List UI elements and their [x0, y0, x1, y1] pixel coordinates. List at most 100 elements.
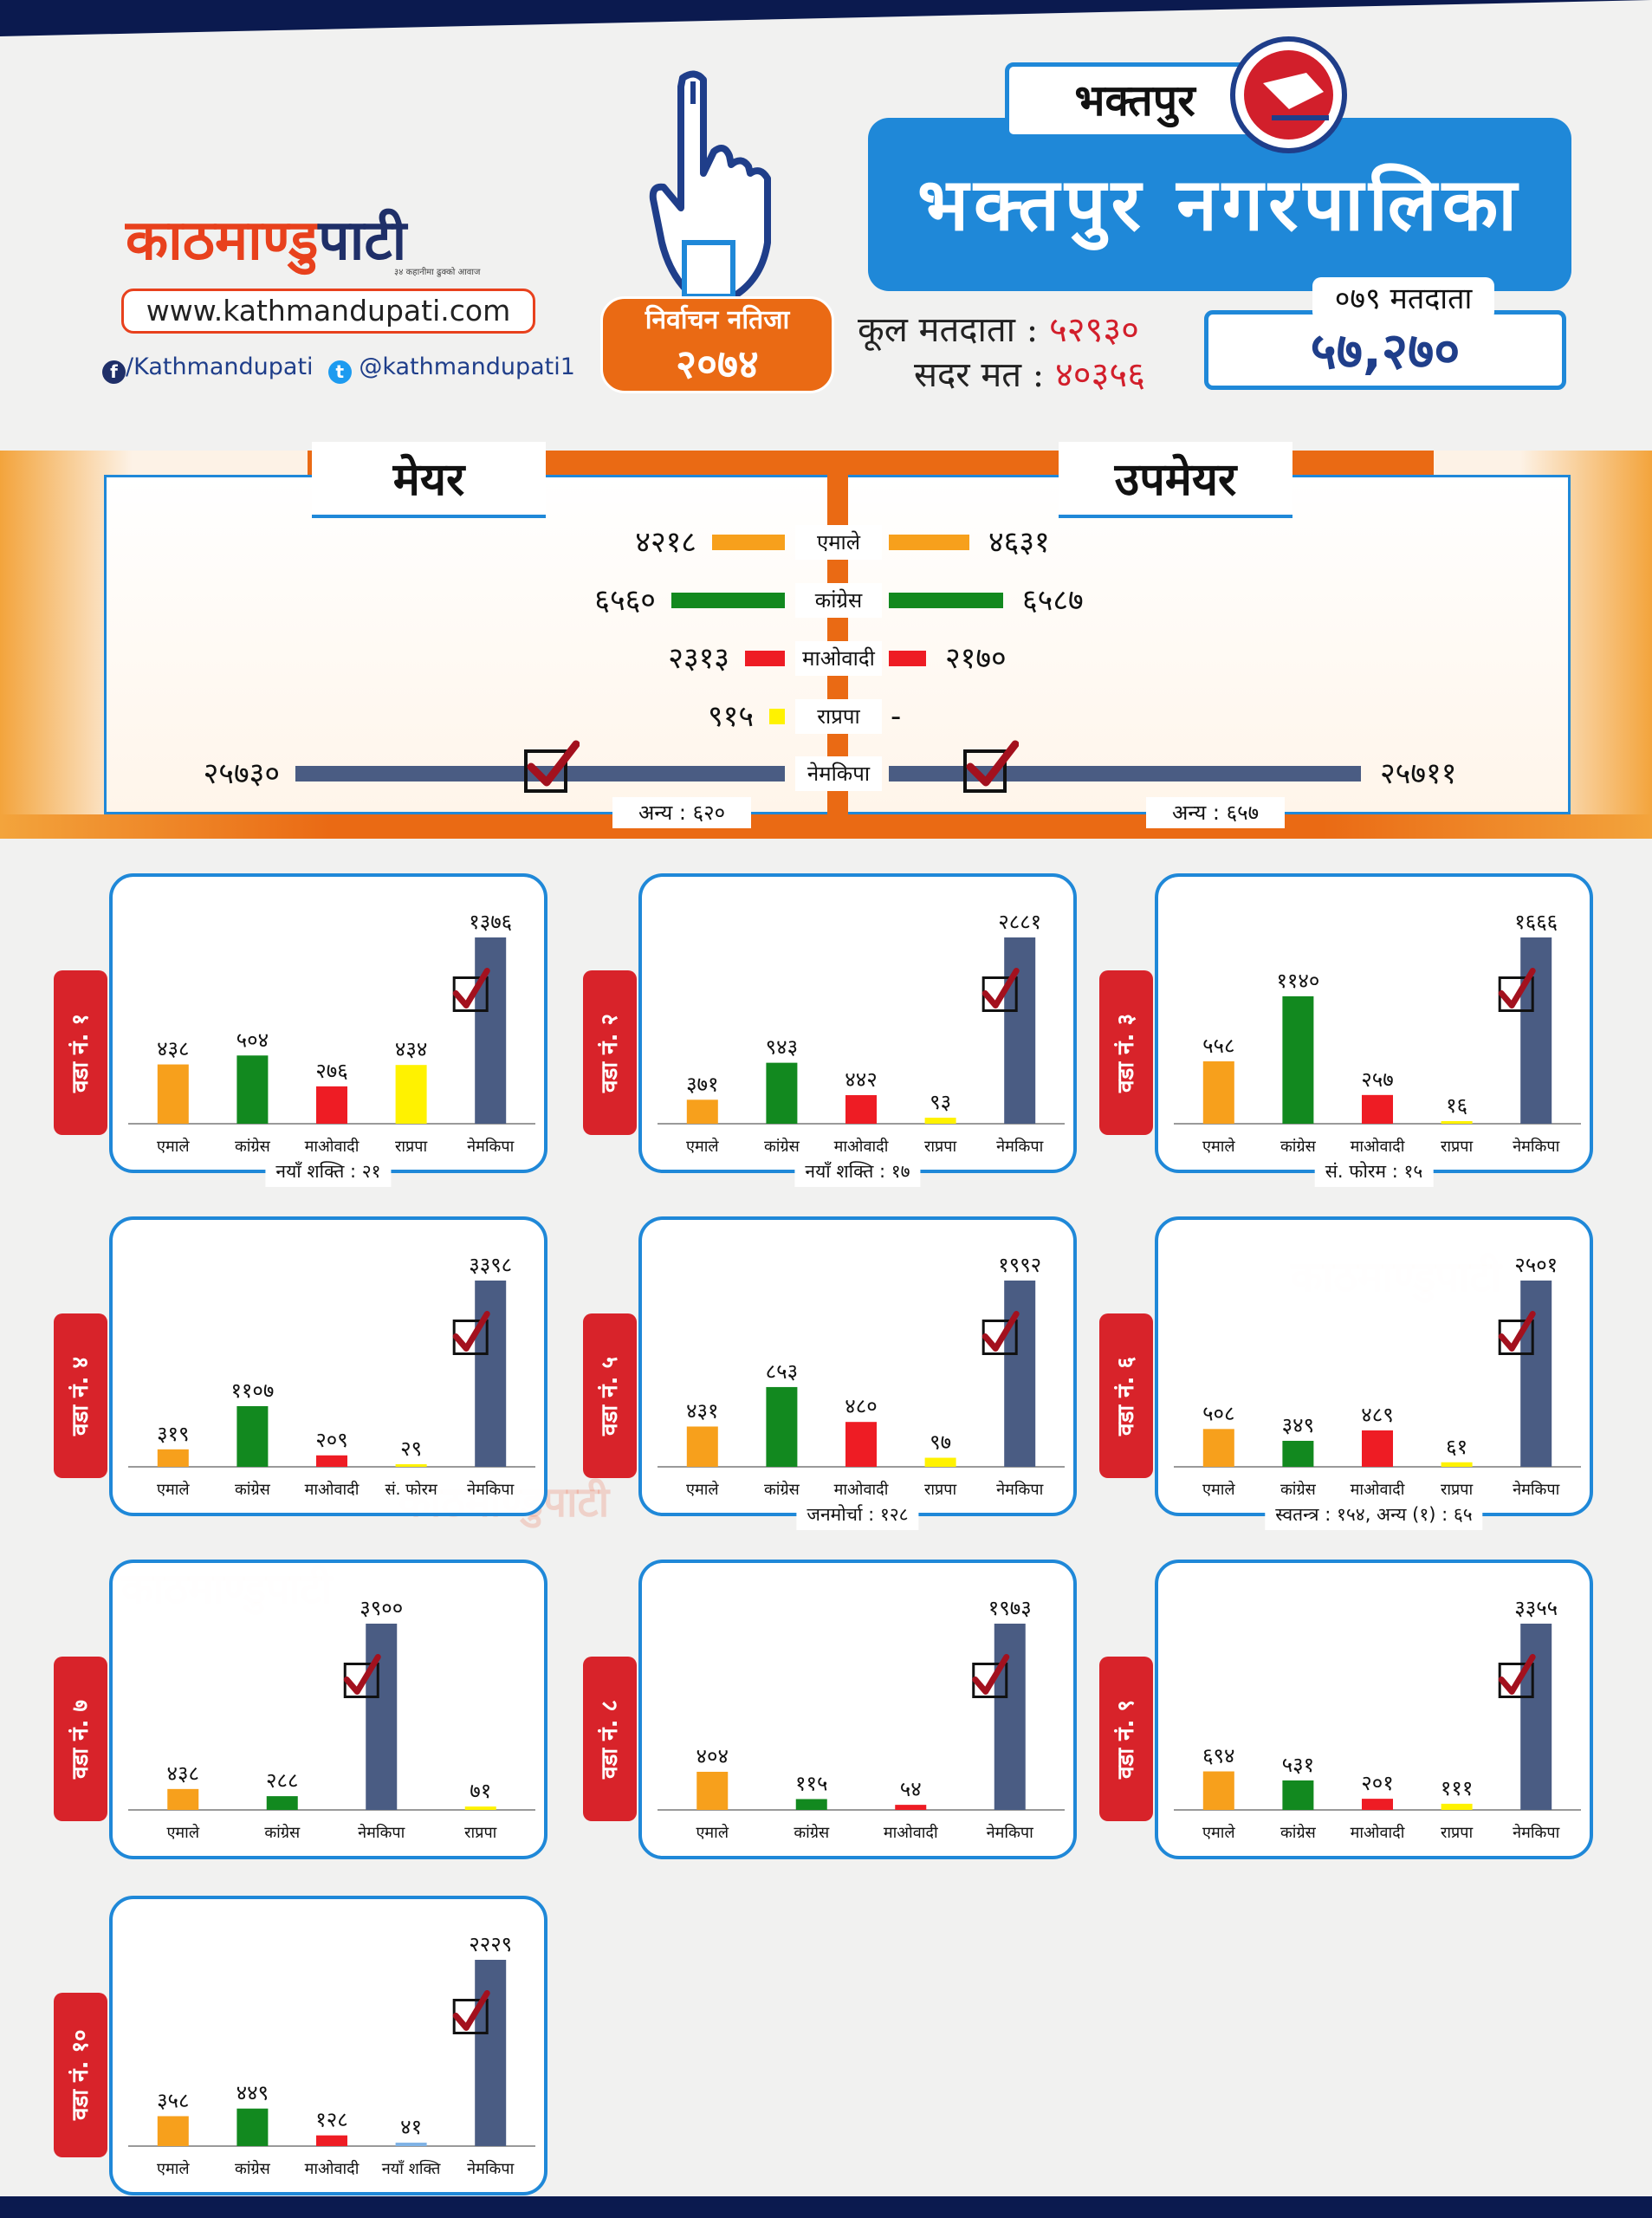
twitter-handle[interactable]: @kathmandupati1: [359, 353, 575, 380]
bar: [316, 2135, 347, 2146]
category-label: राप्रपा: [464, 1824, 496, 1842]
ward-number-tag: वडा नं. १०: [54, 1993, 107, 2157]
category-label: नेमकिपा: [1513, 1137, 1559, 1156]
category-label: एमाले: [1202, 1480, 1235, 1499]
data-label: ९४३: [766, 1035, 798, 1060]
data-label: ४८९: [1361, 1403, 1393, 1427]
bar: [475, 1960, 507, 2146]
facebook-icon[interactable]: f: [102, 360, 126, 384]
bar: [1520, 937, 1552, 1124]
data-label: ४३४: [395, 1037, 427, 1061]
bar: [1202, 1060, 1234, 1124]
data-label: १९७३: [988, 1596, 1032, 1620]
winner-check-icon: [524, 740, 580, 793]
mayor-vote-count: २३१३: [668, 641, 729, 676]
summary-bottom-rule: [0, 814, 1652, 839]
winner-check-icon: [1498, 1654, 1536, 1698]
mayor-vote-count: २५७३०: [203, 756, 280, 791]
data-label: १९९२: [998, 1253, 1041, 1277]
data-label: १२८: [315, 2108, 347, 2132]
bar: [924, 1457, 956, 1467]
mayor-vote-count: ६५६०: [594, 583, 656, 618]
ward-chart-card: ५५८ एमाले ११४० कांग्रेस २५७ माओवादी १६ राप्रपा १…: [1155, 873, 1593, 1173]
voters-079-label: ०७९ मतदाता: [1312, 277, 1494, 321]
mayor-bar: [712, 535, 785, 550]
result-year: २०७४: [676, 340, 759, 387]
total-voters: कूल मतदाता : ५२९३०: [858, 310, 1139, 350]
category-label: एमाले: [157, 1480, 190, 1499]
category-label: माओवादी: [1351, 1823, 1405, 1842]
category-label: नयाँ शक्ति: [382, 2159, 441, 2178]
bar: [686, 1426, 718, 1467]
bar: [316, 1086, 347, 1124]
bar: [157, 1449, 189, 1467]
category-label: माओवादी: [1351, 1137, 1405, 1156]
bar: [1441, 1803, 1473, 1810]
facebook-handle[interactable]: /Kathmandupati: [126, 353, 314, 380]
data-label: ४१: [400, 2115, 422, 2139]
category-label: कांग्रेस: [1280, 1137, 1317, 1156]
data-label: ३१९: [157, 1422, 189, 1446]
category-label: एमाले: [686, 1137, 719, 1156]
category-label: कांग्रेस: [235, 1137, 271, 1156]
data-label: ३९००: [360, 1596, 403, 1620]
bar: [1520, 1624, 1552, 1810]
category-label: कांग्रेस: [1280, 1480, 1317, 1499]
data-label: ५५८: [1202, 1034, 1234, 1058]
mayor-bar: [769, 709, 785, 724]
bar: [1004, 1281, 1036, 1467]
winner-check-icon: [1498, 968, 1536, 1012]
category-label: माओवादी: [884, 1823, 938, 1842]
deputy-vote-count: ४६३१: [988, 525, 1050, 560]
mayor-vote-count: ९१५: [707, 699, 754, 734]
winner-check-icon: [981, 1311, 1020, 1355]
data-label: ४३८: [167, 1761, 199, 1786]
data-label: ४३१: [686, 1398, 718, 1423]
bar: [1441, 1121, 1473, 1124]
summary-party-label: नेमकिपा: [795, 756, 882, 791]
district-label: भक्तपुर: [1005, 62, 1265, 139]
winner-check-icon: [963, 740, 1019, 793]
ward-number-tag: वडा नं. ७: [54, 1657, 107, 1821]
deputy-bar: [889, 593, 1003, 608]
category-label: एमाले: [1202, 1823, 1235, 1842]
ward-chart-card: ३१९ एमाले ११०७ कांग्रेस २०९ माओवादी २९ सं. फोरम…: [109, 1216, 547, 1516]
summary-party-label: एमाले: [795, 525, 882, 560]
category-label: राप्रपा: [1441, 1824, 1473, 1842]
bar: [686, 1099, 718, 1124]
data-label: ११०७: [230, 1378, 274, 1403]
data-label: ५४: [900, 1777, 922, 1801]
data-label: ३५८: [157, 2088, 189, 2112]
bar: [475, 1281, 507, 1467]
bar: [167, 1788, 199, 1810]
data-label: ५३१: [1282, 1753, 1314, 1777]
bar: [1202, 1429, 1234, 1467]
category-label: माओवादी: [834, 1137, 889, 1156]
data-label: ७१: [470, 1779, 491, 1803]
ward-chart-card: ६९४ एमाले ५३१ कांग्रेस २०१ माओवादी १११ राप्रपा ३…: [1155, 1560, 1593, 1859]
category-label: नेमकिपा: [358, 1823, 405, 1842]
election-seal-icon: [1230, 36, 1347, 153]
ward-number-tag: वडा नं. ४: [54, 1313, 107, 1478]
result-badge: निर्वाचन नतिजा २०७४: [600, 296, 834, 393]
deputy-mayor-tab: उपमेयर: [1059, 442, 1292, 518]
data-label: ३७१: [686, 1072, 718, 1096]
ward-bar-chart: ६९४ एमाले ५३१ कांग्रेस २०१ माओवादी १११ राप्रपा ३…: [1174, 1596, 1581, 1842]
data-label: २९: [400, 1437, 422, 1461]
twitter-icon[interactable]: t: [327, 360, 352, 384]
bar: [395, 1464, 427, 1467]
ward-other-note: नयाँ शक्ति : २१: [265, 1156, 392, 1187]
voters-079-value: ५७,२७०: [1204, 310, 1566, 390]
data-label: ३३९८: [469, 1253, 512, 1277]
mayor-bar: [745, 651, 785, 666]
ward-bar-chart: ४०४ एमाले ११५ कांग्रेस ५४ माओवादी १९७३ नेमकिपा: [658, 1596, 1065, 1842]
valid-votes: सदर मत : ४०३५६: [914, 355, 1145, 395]
data-label: ९३: [930, 1090, 951, 1114]
bar: [366, 1624, 398, 1810]
ward-number-tag: वडा नं. ५: [583, 1313, 637, 1478]
winner-check-icon: [1498, 1311, 1536, 1355]
data-label: २०९: [315, 1428, 347, 1452]
category-label: राप्रपा: [924, 1138, 956, 1156]
website-link[interactable]: www.kathmandupati.com: [121, 289, 535, 334]
